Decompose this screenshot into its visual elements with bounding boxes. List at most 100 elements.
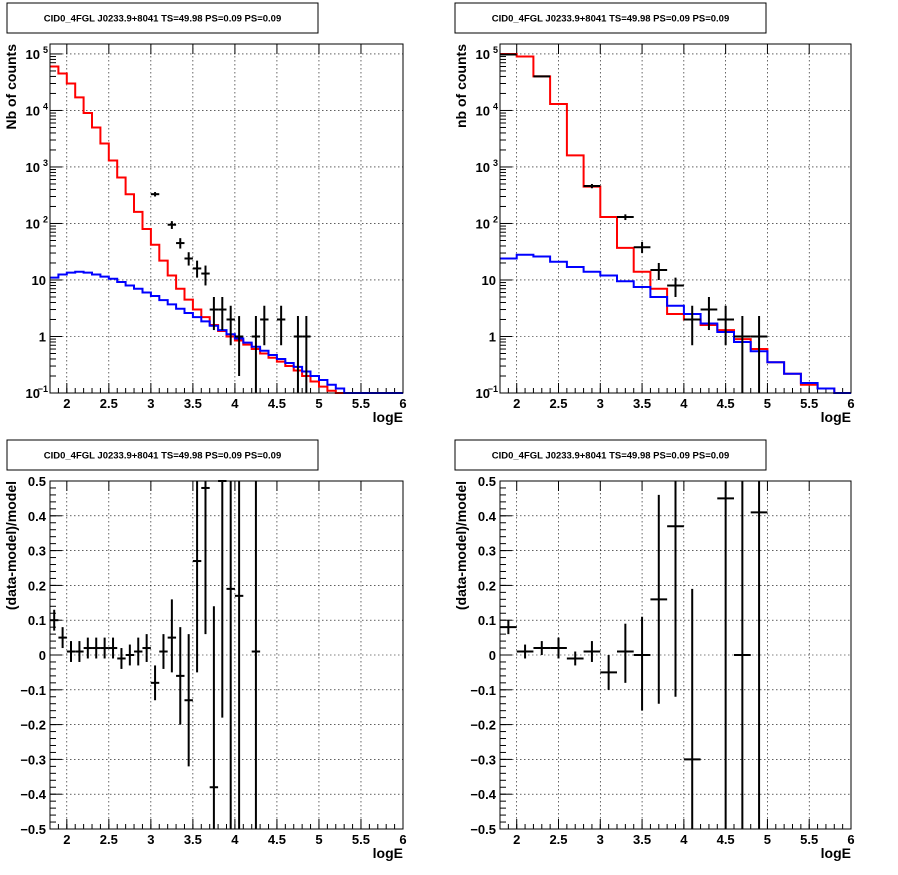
data-point <box>566 651 584 666</box>
x-tick-label: 3 <box>147 832 154 847</box>
y-tick-label: −0.5 <box>20 822 46 837</box>
data-point <box>184 252 193 266</box>
data-point <box>75 641 84 662</box>
data-point <box>50 609 59 631</box>
data-point <box>650 262 668 280</box>
y-tick-label: 10 <box>26 160 40 175</box>
data-point <box>550 637 567 659</box>
x-tick-label: 2.5 <box>549 396 567 411</box>
y-tick-exponent: −1 <box>38 384 48 394</box>
x-tick-label: 3.5 <box>184 396 202 411</box>
x-tick-label: 3 <box>597 396 604 411</box>
y-tick-label: −0.4 <box>20 787 46 802</box>
model-series-2 <box>500 253 851 394</box>
data-point <box>117 648 126 669</box>
data-point <box>302 316 311 393</box>
x-axis-ticks: 2 2.5 3 3.5 4 4.5 5 5.5 6 <box>49 44 407 411</box>
data-point <box>184 634 193 767</box>
data-point <box>683 305 701 346</box>
x-tick-label: 4.5 <box>717 832 735 847</box>
y-tick-label: 1 <box>39 329 46 344</box>
x-tick-label: 5 <box>315 832 322 847</box>
y-tick-label: 0.1 <box>478 613 496 628</box>
data-point <box>218 296 227 331</box>
x-tick-label: 2.5 <box>549 832 567 847</box>
data-point <box>125 644 135 666</box>
y-tick-label: 0.3 <box>478 544 496 559</box>
data-point <box>251 316 261 393</box>
y-axis-label: (data-model)/model <box>453 481 469 610</box>
chart-title-box: CID0_4FGL J0233.9+8041 TS=49.98 PS=0.09 … <box>6 439 319 471</box>
plot-frame <box>49 480 404 830</box>
chart-title-box: CID0_4FGL J0233.9+8041 TS=49.98 PS=0.09 … <box>454 2 767 34</box>
x-tick-label: 2.5 <box>100 396 118 411</box>
y-tick-label: 10 <box>476 103 490 118</box>
grid <box>50 44 403 393</box>
x-tick-label: 4.5 <box>717 396 735 411</box>
y-tick-label: 0.3 <box>28 544 46 559</box>
data-point <box>226 305 235 346</box>
y-tick-label: 0.2 <box>28 578 46 593</box>
data-point <box>633 616 651 711</box>
data-point <box>218 480 227 718</box>
data-point <box>176 627 185 725</box>
x-tick-label: 5 <box>315 396 322 411</box>
y-tick-exponent: 4 <box>493 101 498 111</box>
data-points <box>500 53 768 393</box>
y-tick-exponent: 3 <box>43 158 48 168</box>
chart-title: CID0_4FGL J0233.9+8041 TS=49.98 PS=0.09 … <box>44 14 282 25</box>
data-point <box>617 623 634 683</box>
x-tick-label: 4.5 <box>268 396 286 411</box>
data-point <box>167 221 177 229</box>
data-point <box>516 644 534 659</box>
y-tick-label: 0.1 <box>28 613 46 628</box>
y-tick-label: −0.1 <box>20 683 46 698</box>
data-point <box>617 214 634 221</box>
data-point <box>150 665 160 701</box>
y-tick-label: −0.3 <box>470 752 496 767</box>
data-point <box>226 481 235 829</box>
x-tick-label: 3 <box>597 832 604 847</box>
y-tick-label: 0.4 <box>478 509 497 524</box>
data-point <box>260 305 269 346</box>
x-tick-label: 6 <box>847 832 854 847</box>
data-point <box>150 192 160 197</box>
x-tick-label: 2 <box>63 832 70 847</box>
data-point <box>167 599 177 673</box>
data-point <box>159 634 168 669</box>
x-tick-label: 4 <box>231 396 239 411</box>
x-tick-label: 5 <box>764 396 771 411</box>
data-points <box>150 192 311 393</box>
y-tick-label: 0 <box>39 648 46 663</box>
y-axis-label: nb of counts <box>453 44 469 128</box>
data-point <box>209 296 219 331</box>
data-point <box>750 481 768 829</box>
model-series-2 <box>50 270 403 394</box>
y-tick-label: 1 <box>489 329 496 344</box>
x-tick-label: 5.5 <box>352 396 370 411</box>
y-tick-label: 10 <box>482 273 496 288</box>
y-tick-label: 10 <box>26 47 40 62</box>
data-point <box>293 316 303 393</box>
chart-panel-3: CID0_4FGL J0233.9+8041 TS=49.98 PS=0.09 … <box>3 439 407 861</box>
y-tick-exponent: 2 <box>493 214 498 224</box>
chart-title-box: CID0_4FGL J0233.9+8041 TS=49.98 PS=0.09 … <box>6 2 319 34</box>
data-point <box>66 641 76 662</box>
y-tick-label: 0 <box>489 648 496 663</box>
y-tick-label: 0.2 <box>478 578 496 593</box>
y-axis-ticks: −0.5 −0.4 −0.3 −0.2 −0.1 0 0.1 0.2 0.3 0.4 0.5 <box>20 474 62 837</box>
data-point <box>583 183 601 189</box>
x-axis-label: logE <box>373 409 403 425</box>
y-tick-exponent: 5 <box>493 45 498 55</box>
y-tick-label: 10 <box>26 216 40 231</box>
data-point <box>192 481 202 673</box>
y-tick-label: −0.5 <box>470 822 496 837</box>
y-tick-label: 0.4 <box>28 509 47 524</box>
y-tick-exponent: −1 <box>488 384 498 394</box>
data-point <box>500 53 517 56</box>
data-points <box>500 481 768 829</box>
data-point <box>650 494 668 704</box>
x-tick-label: 4 <box>231 832 239 847</box>
